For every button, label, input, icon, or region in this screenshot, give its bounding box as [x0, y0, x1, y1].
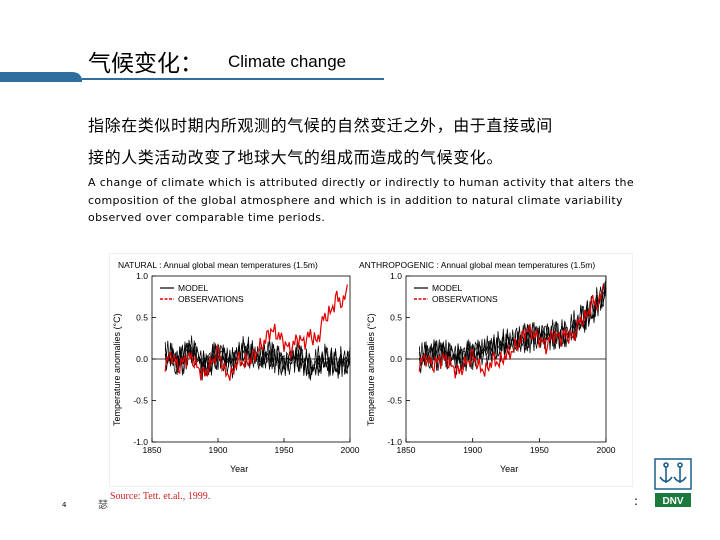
anthropogenic-ytick-label: -1.0 — [387, 437, 402, 447]
natural-panel-title: NATURAL : Annual global mean temperature… — [118, 260, 318, 270]
natural-panel: NATURAL : Annual global mean temperature… — [112, 260, 360, 474]
logo-text-box — [655, 493, 691, 507]
anchor-icon — [659, 462, 687, 483]
natural-xtick-label: 1900 — [209, 445, 228, 455]
natural-ytick-label: 0.5 — [136, 313, 148, 323]
anthropogenic-ylabel: Temperature anomalies (°C) — [366, 313, 376, 426]
anthropogenic-panel-title: ANTHROPOGENIC : Annual global mean tempe… — [359, 260, 595, 270]
natural-ytick-label: 0.0 — [136, 354, 148, 364]
source-caption: Source: Tett. et.al., 1999. — [110, 491, 211, 502]
natural-xtick-label: 1850 — [143, 445, 162, 455]
anthropogenic-legend-model-label: MODEL — [432, 283, 463, 293]
anthropogenic-xtick-label: 1950 — [530, 445, 549, 455]
anthropogenic-ytick-label: 0.0 — [390, 354, 402, 364]
anthropogenic-legend-obs-label: OBSERVATIONS — [432, 294, 498, 304]
logo-emblem-box — [654, 458, 692, 490]
dnv-logo: DNV — [654, 458, 692, 507]
natural-model-line — [164, 339, 351, 379]
anthropogenic-panel: ANTHROPOGENIC : Annual global mean tempe… — [359, 260, 616, 474]
natural-ytick-label: 1.0 — [136, 271, 148, 281]
natural-legend-model-label: MODEL — [178, 283, 209, 293]
definition-en: A change of climate which is attributed … — [88, 174, 658, 227]
natural-model-line — [164, 335, 351, 379]
climate-figure: NATURAL : Annual global mean temperature… — [110, 254, 632, 486]
anthropogenic-xtick-label: 1900 — [463, 445, 482, 455]
anthropogenic-observations-line — [418, 284, 604, 379]
natural-xtick-label: 1950 — [275, 445, 294, 455]
footer-colon: : — [634, 494, 639, 508]
page-number: 4 — [62, 501, 67, 509]
natural-ylabel: Temperature anomalies (°C) — [112, 313, 122, 426]
natural-xlabel: Year — [230, 464, 248, 474]
anthropogenic-xtick-label: 2000 — [597, 445, 616, 455]
natural-observations-line — [164, 284, 348, 381]
natural-ytick-label: -0.5 — [133, 396, 148, 406]
header-curve — [0, 72, 82, 82]
natural-ytick-label: -1.0 — [133, 437, 148, 447]
definition-cn-line-1: 指除在类似时期内所观测的气候的自然变迁之外，由于直接或间 — [88, 116, 553, 135]
footer-glyph: 瑟 — [98, 500, 108, 511]
anthropogenic-ytick-label: 0.5 — [390, 313, 402, 323]
natural-legend-obs-label: OBSERVATIONS — [178, 294, 244, 304]
definition-cn-line-2: 接的人类活动改变了地球大气的组成而造成的气候变化。 — [88, 148, 504, 167]
climate-charts: NATURAL : Annual global mean temperature… — [112, 260, 616, 474]
definition-en-line-3: observed over comparable time periods. — [88, 211, 326, 224]
anthropogenic-xlabel: Year — [500, 464, 518, 474]
anthropogenic-model-line — [418, 289, 607, 364]
anthropogenic-ytick-label: 1.0 — [390, 271, 402, 281]
anthropogenic-model-line — [418, 280, 607, 374]
page-title-cn: 气候变化： — [88, 51, 203, 77]
anthropogenic-ytick-label: -0.5 — [387, 396, 402, 406]
header-banner — [0, 72, 384, 82]
definition-en-line-1: A change of climate which is attributed … — [88, 176, 634, 189]
logo-text: DNV — [662, 496, 683, 507]
natural-xtick-label: 2000 — [341, 445, 360, 455]
page-title-en: Climate change — [228, 52, 347, 71]
definition-en-line-2: composition of the global atmosphere and… — [88, 193, 623, 207]
anthropogenic-xtick-label: 1850 — [397, 445, 416, 455]
